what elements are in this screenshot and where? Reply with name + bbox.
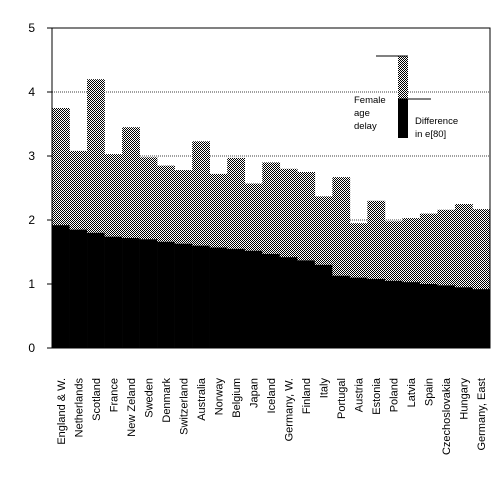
bar-difference xyxy=(454,204,473,288)
bar-difference xyxy=(52,108,70,226)
y-tick-label: 1 xyxy=(28,277,35,291)
bar-difference xyxy=(262,162,281,254)
bar-difference xyxy=(332,177,351,276)
x-category-label: Belgium xyxy=(231,378,243,418)
bar-female-age-delay xyxy=(122,237,140,348)
x-category-label: Norway xyxy=(213,378,225,416)
x-category-label: Estonia xyxy=(371,377,383,415)
bar-female-age-delay xyxy=(314,264,333,348)
bar-female-age-delay xyxy=(139,239,158,348)
bar-female-age-delay xyxy=(262,253,281,348)
bar-difference xyxy=(69,150,88,230)
x-category-label: Finland xyxy=(301,378,313,414)
legend-label-female-age-delay: delay xyxy=(354,121,377,132)
x-category-label: Scotland xyxy=(91,378,103,421)
x-axis: England & W. Netherlands Scotland France New… xyxy=(56,377,488,455)
x-category-label: Italy xyxy=(319,378,331,399)
y-tick-label: 5 xyxy=(28,21,35,35)
bar-female-age-delay xyxy=(472,289,491,348)
bar-female-age-delay xyxy=(419,284,438,348)
legend-swatch-difference xyxy=(398,56,408,99)
x-category-label: Japan xyxy=(248,378,260,408)
bar-female-age-delay xyxy=(174,243,193,348)
bar-difference xyxy=(367,200,386,279)
bar-female-age-delay xyxy=(367,278,386,348)
bar-female-age-delay xyxy=(402,282,421,348)
x-category-label: Portugal xyxy=(336,378,348,419)
bar-female-age-delay xyxy=(227,248,246,348)
x-category-label: Germany, East xyxy=(476,378,488,451)
x-category-label: Latvia xyxy=(406,377,418,407)
x-category-label: Spain xyxy=(424,378,436,406)
y-axis: 0 1 2 3 4 5 xyxy=(28,21,52,355)
bar-difference xyxy=(139,157,158,240)
x-category-label: Iceland xyxy=(266,378,278,413)
bar-difference xyxy=(402,218,421,283)
bar-female-age-delay xyxy=(279,257,298,348)
bar-female-age-delay xyxy=(104,236,123,348)
legend-label-female-age-delay: Female xyxy=(354,95,386,106)
bar-difference xyxy=(279,168,298,258)
bar-female-age-delay xyxy=(349,277,368,348)
bar-difference xyxy=(244,183,263,251)
bar-difference xyxy=(227,157,246,249)
x-category-label: Hungary xyxy=(459,378,471,420)
x-category-label: Switzerland xyxy=(178,378,190,435)
legend-label-female-age-delay: age xyxy=(354,108,370,119)
x-category-label: Netherlands xyxy=(73,378,85,438)
bar-difference xyxy=(297,172,316,261)
x-category-label: Czechoslovakia xyxy=(441,377,453,455)
x-category-label: New Zeland xyxy=(126,378,138,437)
bar-difference xyxy=(314,196,333,265)
y-tick-label: 3 xyxy=(28,149,35,163)
bar-difference xyxy=(104,154,123,237)
y-tick-label: 0 xyxy=(28,341,35,355)
x-category-label: Austria xyxy=(354,377,366,412)
x-category-label: France xyxy=(108,378,120,412)
bar-female-age-delay xyxy=(192,245,210,348)
x-category-label: Poland xyxy=(389,378,401,412)
bar-female-age-delay xyxy=(384,280,403,348)
y-tick-label: 2 xyxy=(28,213,35,227)
x-category-label: Germany, W. xyxy=(284,378,296,441)
plot-frame xyxy=(51,27,491,349)
bar-difference xyxy=(384,221,403,281)
legend-label-difference: in e[80] xyxy=(415,129,446,140)
bar-difference xyxy=(87,79,105,233)
bar-difference xyxy=(419,213,438,284)
x-category-label: England & W. xyxy=(56,378,68,445)
bar-female-age-delay xyxy=(209,247,228,348)
bar-difference xyxy=(472,209,491,290)
bar-female-age-delay xyxy=(297,260,316,348)
bar-female-age-delay xyxy=(69,229,88,348)
bar-difference xyxy=(157,165,175,242)
x-category-label: Sweden xyxy=(143,378,155,418)
y-tick-label: 4 xyxy=(28,85,35,99)
bar-difference xyxy=(437,209,456,286)
bars-group xyxy=(52,79,491,348)
x-category-label: Denmark xyxy=(161,378,173,423)
bar-female-age-delay xyxy=(157,241,175,348)
bar-female-age-delay xyxy=(332,275,351,348)
x-category-label: Australia xyxy=(196,377,208,421)
legend-label-difference: Difference xyxy=(415,116,458,127)
bar-difference xyxy=(174,170,193,244)
legend-swatch-female-age-delay xyxy=(398,99,408,138)
bar-female-age-delay xyxy=(437,285,456,348)
bar-female-age-delay xyxy=(244,250,263,348)
bar-difference xyxy=(209,173,228,248)
bar-female-age-delay xyxy=(87,232,105,348)
bar-female-age-delay xyxy=(52,225,70,348)
bar-difference xyxy=(122,127,140,238)
legend: Female age delay Difference in e[80] xyxy=(354,55,458,140)
bar-difference xyxy=(349,223,368,278)
bar-female-age-delay xyxy=(454,287,473,348)
bar-difference xyxy=(192,141,210,246)
